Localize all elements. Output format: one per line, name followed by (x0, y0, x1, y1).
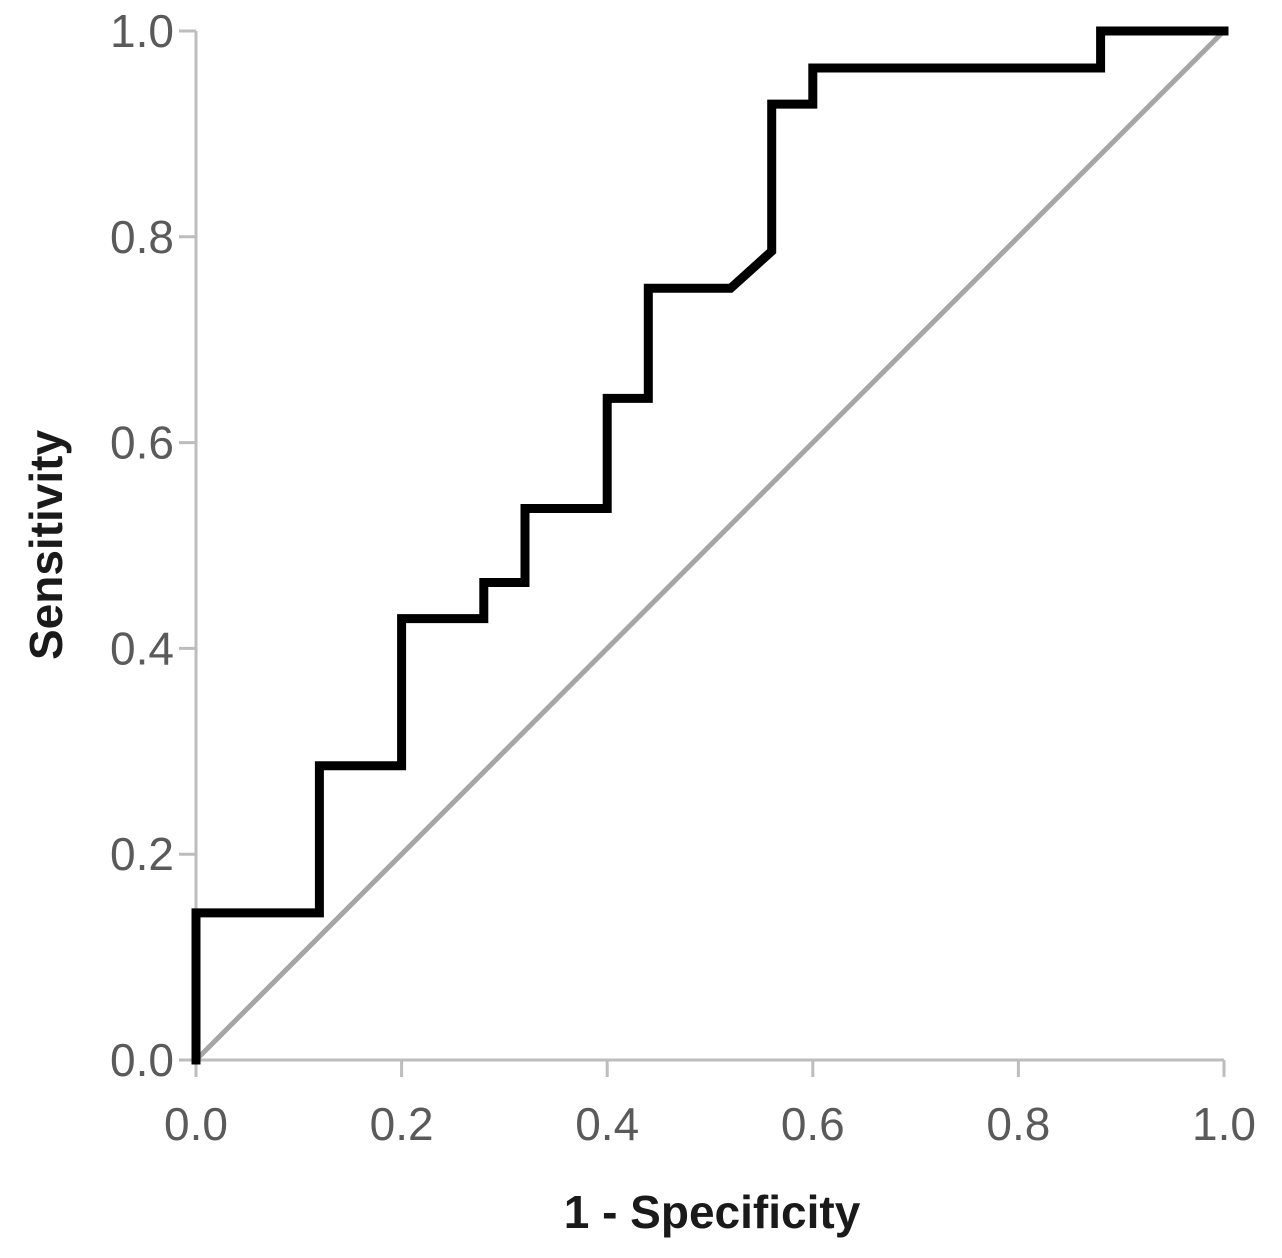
x-tick-label: 1.0 (1192, 1098, 1256, 1150)
x-tick-label: 0.2 (370, 1098, 434, 1150)
y-tick-label: 0.0 (110, 1034, 174, 1086)
x-tick-label: 0.0 (164, 1098, 228, 1150)
tick-labels: 0.0 0.2 0.4 0.6 0.8 1.0 0.0 0.2 0.4 0.6 0.8 1.0 (110, 5, 1256, 1150)
roc-curve-line (191, 26, 1229, 1065)
x-tick-label: 0.8 (986, 1098, 1050, 1150)
axes (179, 29, 1226, 1077)
plot-area (191, 26, 1229, 1065)
y-tick-label: 0.2 (110, 828, 174, 880)
reference-diagonal-line (193, 28, 1227, 1063)
y-tick-label: 0.8 (110, 211, 174, 263)
y-tick-label: 0.6 (110, 417, 174, 469)
x-tick-label: 0.4 (575, 1098, 639, 1150)
x-tick-label: 0.6 (781, 1098, 845, 1150)
y-tick-label: 0.4 (110, 622, 174, 674)
y-axis-title: Sensitivity (20, 430, 72, 661)
y-tick-label: 1.0 (110, 5, 174, 57)
x-axis-title: 1 - Specificity (564, 1186, 861, 1238)
